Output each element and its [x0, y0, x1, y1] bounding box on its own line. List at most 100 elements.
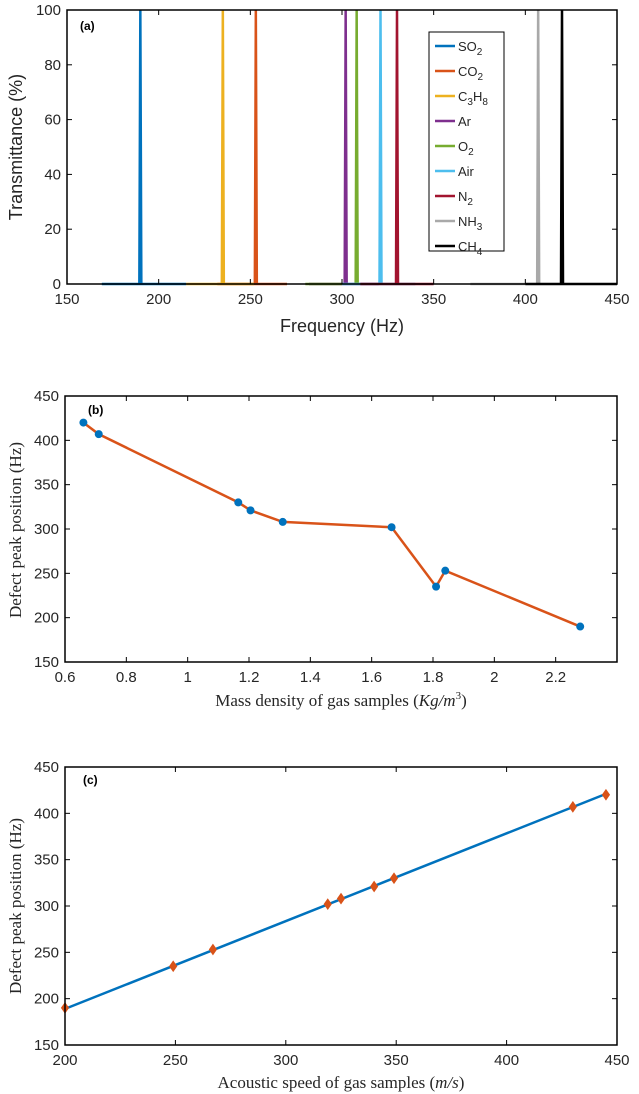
panel-c-xlabel-suffix: ): [459, 1073, 465, 1092]
legend-label-CH4: CH4: [458, 239, 483, 258]
panel-c-xtick-label: 200: [52, 1052, 77, 1069]
panel-b-ytick-label: 400: [34, 432, 59, 449]
panel-b-axes-box: [64, 395, 618, 663]
panel-a-axes-box: [66, 9, 618, 285]
data-point-density: [432, 582, 441, 591]
panel-c-xtick-label: 450: [604, 1052, 629, 1069]
chart-panel-a: 150 200 250 300 350 400 450 0 20 40 60 80 100 (a) Fr…: [6, 2, 630, 336]
series-peak-N2: [394, 9, 400, 285]
legend-label-Ar: Ar: [458, 114, 472, 129]
panel-c-xtick-label: 300: [273, 1052, 298, 1069]
panel-c-ytick-label: 150: [34, 1037, 59, 1054]
data-point-density: [246, 506, 255, 515]
data-point-density: [441, 566, 450, 575]
panel-c-ytick-label: 300: [34, 898, 59, 915]
panel-b-tag: (b): [88, 403, 103, 417]
panel-a-ylabel: Transmittance (%): [6, 74, 26, 220]
panel-b-ylabel: Defect peak position (Hz): [6, 442, 25, 618]
panel-b-ytick-label: 350: [34, 477, 59, 494]
panel-c-ylabel: Defect peak position (Hz): [6, 818, 25, 994]
panel-c-xtick-label: 350: [384, 1052, 409, 1069]
panel-b-series: [79, 418, 585, 631]
legend-label-N2: N2: [458, 189, 473, 208]
series-line-density: [82, 421, 581, 628]
panel-b-xtick-label: 2.2: [545, 669, 566, 686]
panel-c-xlabel-unit: m/s: [435, 1073, 459, 1092]
panel-a-xtick-label: 300: [329, 291, 354, 308]
series-peak-O2: [354, 9, 359, 285]
panel-b-xtick-label: 1.6: [361, 669, 382, 686]
panel-a-tag: (a): [80, 19, 95, 33]
panel-b-xtick-label: 0.8: [116, 669, 137, 686]
data-point-speed: [601, 788, 611, 801]
panel-b-xtick-label: 1: [183, 669, 191, 686]
panel-a-xtick-label: 350: [421, 291, 446, 308]
panel-b-ytick-label: 200: [34, 610, 59, 627]
panel-c-xlabel-prefix: Acoustic speed of gas samples (: [218, 1073, 436, 1092]
data-point-density: [278, 517, 287, 526]
panel-b-xtick-label: 2: [490, 669, 498, 686]
panel-b-xlabel-unit: Kg/m: [418, 691, 456, 710]
series-peak-CH4: [559, 9, 565, 285]
panel-c-xlabel: Acoustic speed of gas samples (m/s): [218, 1073, 465, 1092]
panel-a-ytick-label: 100: [36, 2, 61, 19]
series-peak-Air: [378, 9, 383, 285]
panel-c-tag: (c): [83, 773, 98, 787]
data-point-density: [94, 430, 103, 439]
data-point-speed: [336, 892, 346, 905]
data-point-speed: [568, 800, 577, 813]
panel-c-series: [60, 788, 611, 1014]
panel-a-xtick-label: 450: [604, 291, 629, 308]
series-peak-Ar: [343, 9, 348, 285]
series-peak-NH3: [535, 9, 541, 285]
data-point-speed: [208, 943, 218, 956]
panel-c-ytick-label: 350: [34, 852, 59, 869]
legend-label-O2: O2: [458, 139, 474, 158]
data-point-speed: [389, 872, 399, 885]
panel-c-xtick-label: 250: [163, 1052, 188, 1069]
legend-label-SO2: SO2: [458, 39, 483, 58]
series-peak-CO2: [253, 9, 259, 285]
panel-b-ytick-label: 150: [34, 654, 59, 671]
chart-panel-c: 200 250 300 350 400 450150200250300350400450 …: [6, 759, 630, 1092]
panel-a-ytick-label: 20: [44, 221, 61, 238]
panel-b-xlabel-suffix: ): [461, 691, 467, 710]
panel-c-axes-box: [64, 766, 618, 1046]
panel-a-xtick-label: 400: [513, 291, 538, 308]
panel-a-ytick-label: 40: [44, 166, 61, 183]
legend-label-CO2: CO2: [458, 64, 484, 83]
panel-c-ytick-label: 200: [34, 991, 59, 1008]
data-point-density: [576, 622, 585, 631]
panel-a-xlabel: Frequency (Hz): [280, 316, 404, 336]
series-peak-SO2: [138, 9, 143, 285]
panel-c-ytick-label: 450: [34, 759, 59, 776]
panel-c-xtick-label: 400: [494, 1052, 519, 1069]
legend-label-C3H8: C3H8: [458, 89, 488, 108]
data-point-speed: [370, 880, 379, 893]
panel-b-xlabel: Mass density of gas samples (Kg/m3): [215, 690, 467, 710]
data-point-speed: [323, 898, 332, 911]
legend-label-NH3: NH3: [458, 214, 483, 233]
panel-a-ticks: 150 200 250 300 350 400 450 0 20 40 60 80 100: [36, 2, 630, 308]
data-point-density: [79, 418, 88, 427]
panel-b-ytick-label: 250: [34, 565, 59, 582]
panel-a-xtick-label: 200: [146, 291, 171, 308]
panel-a-ytick-label: 80: [44, 57, 61, 74]
panel-a-legend: SO2 CO2 C3H8 Ar O2 Air N2 NH3 CH4: [428, 31, 505, 258]
data-point-density: [387, 523, 396, 532]
chart-panel-b: 0.6 0.8 1 1.2 1.4 1.6 1.8 2 2.2 150 200 250 300 350 40…: [6, 388, 618, 710]
data-point-speed: [169, 960, 178, 973]
data-point-density: [234, 498, 243, 507]
panel-b-xlabel-sup: 3: [456, 690, 462, 702]
legend-label-Air: Air: [458, 164, 475, 179]
series-fit-line: [64, 792, 607, 1011]
panel-b-xtick-label: 0.6: [55, 669, 76, 686]
panel-b-xtick-label: 1.8: [423, 669, 444, 686]
legend-box: [428, 31, 505, 252]
panel-a-ytick-label: 60: [44, 112, 61, 129]
series-peak-C3H8: [220, 9, 226, 285]
panel-a-ytick-label: 0: [53, 276, 61, 293]
panel-c-ytick-label: 250: [34, 944, 59, 961]
